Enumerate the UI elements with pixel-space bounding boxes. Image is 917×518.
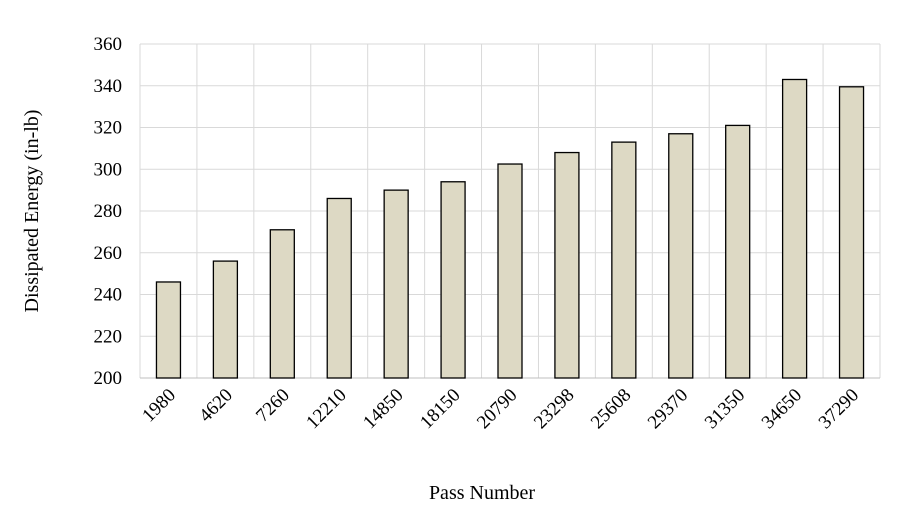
y-axis-title: Dissipated Energy (in-lb) xyxy=(21,110,43,313)
x-tick-label: 29370 xyxy=(644,385,692,433)
x-tick-label: 12210 xyxy=(302,385,350,433)
x-tick-label: 4620 xyxy=(195,385,237,427)
y-tick-label: 200 xyxy=(94,368,123,389)
bar-layer xyxy=(155,78,865,379)
x-tick-label: 14850 xyxy=(359,385,407,433)
x-tick-label: 23298 xyxy=(530,385,578,433)
x-axis-title: Pass Number xyxy=(429,482,535,504)
y-tick-label: 280 xyxy=(94,201,123,222)
y-tick-label: 220 xyxy=(94,326,123,347)
bar-12210 xyxy=(326,197,352,379)
y-tick-label: 360 xyxy=(94,34,123,55)
y-tick-label: 340 xyxy=(94,76,123,97)
bar-25608 xyxy=(611,141,637,379)
bar-29370 xyxy=(668,133,694,379)
x-tick-label: 1980 xyxy=(138,385,180,427)
x-tick-labels: 1980 4620 7260 12210 14850 18150 20790 23298 256… xyxy=(138,385,863,433)
x-tick-label: 31350 xyxy=(701,385,749,433)
x-tick-label: 34650 xyxy=(758,385,806,433)
bar-18150 xyxy=(440,181,466,379)
x-tick-label: 37290 xyxy=(815,385,863,433)
y-tick-label: 240 xyxy=(94,285,123,306)
bar-20790 xyxy=(497,163,523,379)
bar-14850 xyxy=(383,189,409,379)
bar-4620 xyxy=(212,260,239,379)
y-tick-label: 300 xyxy=(94,159,123,180)
bar-34650 xyxy=(781,78,808,379)
x-tick-label: 7260 xyxy=(252,385,294,427)
bar-23298 xyxy=(554,151,580,379)
y-tick-label: 320 xyxy=(94,118,123,139)
bar-7260 xyxy=(269,229,295,379)
x-tick-label: 25608 xyxy=(587,385,635,433)
y-tick-label: 260 xyxy=(94,243,123,264)
x-tick-label: 20790 xyxy=(473,385,521,433)
y-tick-labels: 200 220 240 260 280 300 320 340 360 xyxy=(94,34,123,389)
bar-1980 xyxy=(155,281,182,379)
x-tick-label: 18150 xyxy=(416,385,464,433)
bar-37290 xyxy=(838,86,865,379)
bar-31350 xyxy=(725,124,751,379)
